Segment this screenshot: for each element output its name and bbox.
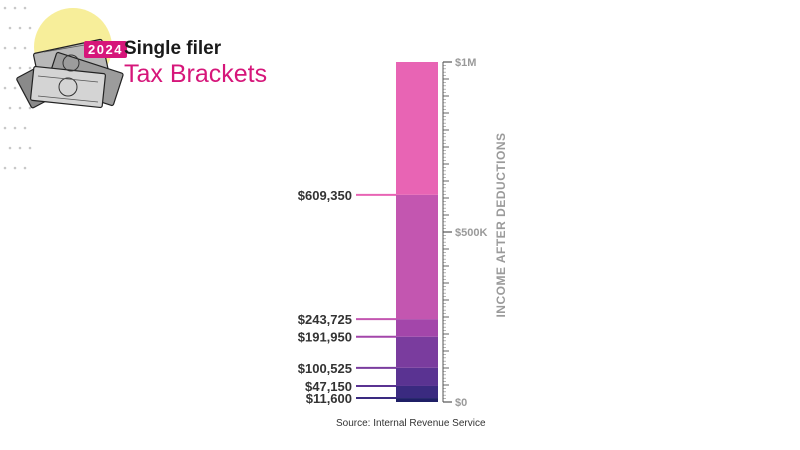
pattern-dot [8, 26, 12, 30]
pattern-dot [28, 106, 32, 110]
threshold-markers: $11,600$47,150 $100,525 $191,950 $243,725 $6… [298, 188, 396, 406]
pattern-dot [3, 126, 7, 130]
bracket-segment [396, 336, 438, 368]
threshold-label: $11,600 [306, 391, 352, 406]
pattern-dot [18, 106, 22, 110]
bracket-segment [396, 62, 438, 195]
pattern-dot [18, 146, 22, 150]
pattern-dot [3, 46, 7, 50]
pattern-dot [13, 6, 17, 10]
tick-label: $1M [455, 57, 476, 69]
pattern-dot [18, 26, 22, 30]
chart-subtitle: Single filer [124, 38, 222, 59]
pattern-dot [23, 46, 27, 50]
pattern-dot [23, 126, 27, 130]
source-note: Source: Internal Revenue Service [336, 418, 486, 429]
bracket-segment [396, 367, 438, 386]
pattern-dot [13, 166, 17, 170]
pattern-dot [28, 146, 32, 150]
year-badge: 2024 [84, 41, 127, 58]
pattern-dot [8, 66, 12, 70]
pattern-dot [23, 6, 27, 10]
threshold-label: $609,350 [298, 188, 352, 203]
pattern-dot [28, 66, 32, 70]
pattern-dot [8, 106, 12, 110]
pattern-dot [13, 126, 17, 130]
threshold-label: $243,725 [298, 312, 352, 327]
chart-title: Tax Brackets [124, 60, 268, 88]
pattern-dot [13, 86, 17, 90]
axis-ticks: $0 $500K $1M [443, 57, 487, 409]
threshold-label: $191,950 [298, 330, 352, 345]
y-axis-label: INCOME AFTER DEDUCTIONS [494, 132, 508, 317]
money-stack-icon [16, 38, 124, 109]
tick-label: $500K [455, 227, 487, 239]
bracket-segment [396, 319, 438, 337]
pattern-dot [28, 26, 32, 30]
pattern-dot [13, 46, 17, 50]
bracket-segment [396, 385, 438, 399]
pattern-dot [8, 146, 12, 150]
pattern-dot [3, 6, 7, 10]
threshold-label: $100,525 [298, 361, 352, 376]
bracket-segment [396, 194, 438, 320]
bracket-segment [396, 398, 438, 402]
pattern-dot [3, 86, 7, 90]
tick-label: $0 [455, 397, 467, 409]
pattern-dot [23, 166, 27, 170]
pattern-dot [3, 166, 7, 170]
threshold-label: $47,150 [305, 379, 352, 394]
bracket-segments [396, 62, 438, 402]
pattern-dot [18, 66, 22, 70]
